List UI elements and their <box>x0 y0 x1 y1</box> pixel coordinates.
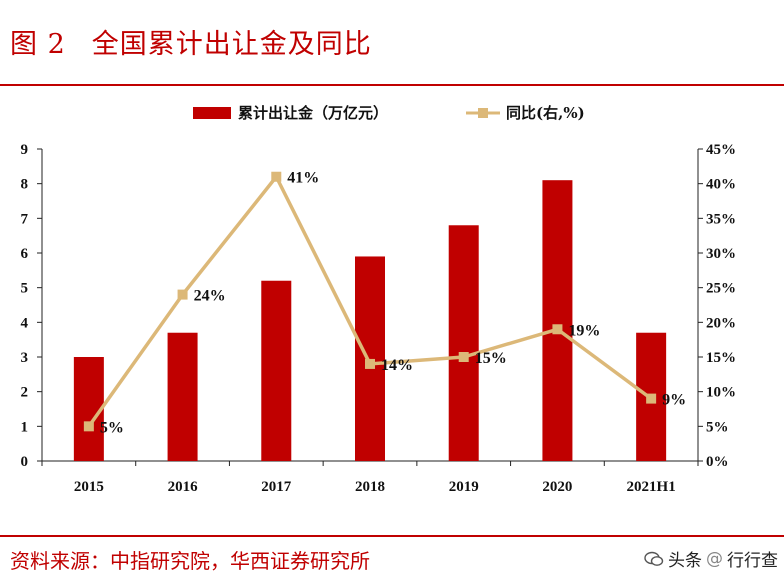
y-left-tick-label: 3 <box>21 350 29 366</box>
y-right-tick-label: 45% <box>706 142 736 158</box>
y-left-tick-label: 6 <box>21 246 29 262</box>
badge-account: 行行查 <box>727 551 778 571</box>
y-right-tick-label: 10% <box>706 385 736 401</box>
y-right-tick-label: 40% <box>706 177 736 193</box>
y-right-tick-label: 0% <box>706 454 729 470</box>
top-rule <box>0 84 784 86</box>
x-tick-label: 2018 <box>355 479 385 495</box>
data-label: 5% <box>100 419 124 436</box>
x-tick-label: 2020 <box>542 479 572 495</box>
wechat-icon <box>644 551 664 566</box>
figure-number: 图 2 <box>10 29 66 60</box>
x-tick-label: 2017 <box>261 479 292 495</box>
line-marker <box>646 393 657 404</box>
x-tick-label: 2015 <box>74 479 104 495</box>
figure-title: 图 2 全国累计出让金及同比 <box>10 22 372 61</box>
y-left-tick-label: 8 <box>21 177 29 193</box>
legend-swatch-bar <box>193 107 231 119</box>
legend-marker-line <box>478 108 488 118</box>
y-right-tick-label: 30% <box>706 246 736 262</box>
line-marker <box>552 324 563 335</box>
figure-title-text: 全国累计出让金及同比 <box>91 29 372 60</box>
line-marker <box>83 421 94 432</box>
bar <box>261 280 292 461</box>
line-marker <box>365 358 375 369</box>
data-label: 19% <box>568 322 600 339</box>
bar <box>542 180 573 461</box>
y-right-tick-label: 35% <box>706 211 736 227</box>
bar <box>167 332 198 461</box>
x-tick-label: 2021H1 <box>627 479 676 495</box>
line-marker <box>458 352 469 362</box>
data-label: 41% <box>287 170 319 187</box>
badge-prefix: 头条 <box>668 551 702 571</box>
y-left-tick-label: 2 <box>21 385 29 401</box>
source-note: 资料来源：中指研究院，华西证券研究所 <box>10 549 370 573</box>
legend-label-line: 同比(右,%) <box>506 104 585 122</box>
data-label: 24% <box>194 288 226 305</box>
data-label: 9% <box>662 392 686 409</box>
line-marker <box>271 171 282 182</box>
line-marker <box>177 289 188 300</box>
y-left-tick-label: 4 <box>21 315 29 331</box>
x-tick-label: 2016 <box>168 479 199 495</box>
y-right-tick-label: 20% <box>706 315 736 331</box>
bar <box>73 357 104 461</box>
x-tick-label: 2019 <box>449 479 479 495</box>
badge-separator: @ <box>706 548 723 569</box>
y-left-tick-label: 9 <box>21 142 29 158</box>
bottom-rule <box>0 535 784 537</box>
y-left-tick-label: 0 <box>21 454 29 470</box>
y-right-tick-label: 25% <box>706 281 736 297</box>
y-left-tick-label: 5 <box>21 281 29 297</box>
y-right-tick-label: 15% <box>706 350 736 366</box>
legend-label-bar: 累计出让金（万亿元） <box>238 104 388 122</box>
y-left-tick-label: 7 <box>21 211 29 227</box>
data-label: 15% <box>475 350 507 367</box>
bar <box>355 256 385 461</box>
account-badge: 头条 @ 行行查 <box>644 546 778 571</box>
combo-chart: 累计出让金（万亿元） 同比(右,%) 0 1 2 3 4 5 6 7 8 9 0% 5% 10% 15% 20%… <box>21 104 737 495</box>
y-right-tick-label: 5% <box>706 419 729 435</box>
y-left-tick-label: 1 <box>21 419 29 435</box>
data-label: 14% <box>381 357 413 374</box>
bar <box>448 225 479 461</box>
